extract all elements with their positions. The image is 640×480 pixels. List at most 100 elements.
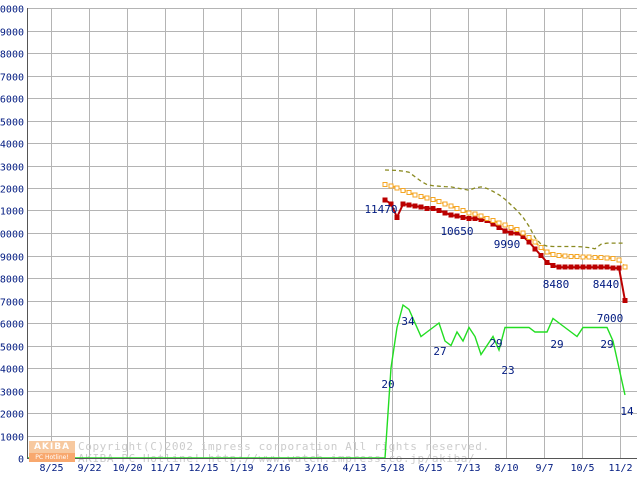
- series-marker-lowest-price: [448, 212, 454, 218]
- series-marker-average-price: [538, 245, 544, 251]
- series-marker-lowest-price: [430, 206, 436, 212]
- series-marker-lowest-price: [580, 264, 586, 270]
- grid-layer: [27, 8, 637, 458]
- y-tick-label: 15000: [0, 118, 24, 129]
- series-marker-average-price: [532, 239, 538, 245]
- series-marker-average-price: [406, 190, 412, 195]
- y-tick-label: 16000: [0, 95, 24, 106]
- series-marker-average-price: [394, 185, 400, 191]
- series-marker-average-price: [622, 264, 628, 270]
- series-marker-lowest-price: [616, 265, 622, 271]
- series-marker-lowest-price: [472, 215, 478, 221]
- series-marker-lowest-price: [424, 205, 430, 211]
- akiba-logo-subtitle: PC Hotline!: [29, 453, 75, 462]
- x-tick-label: 2/16: [266, 463, 290, 474]
- series-marker-average-price: [436, 199, 442, 204]
- y-tick-label: 9000: [0, 253, 24, 264]
- data-point-label: 23: [501, 364, 514, 377]
- series-marker-average-price: [472, 211, 478, 217]
- series-marker-average-price: [484, 215, 490, 221]
- series-marker-lowest-price: [496, 224, 502, 230]
- series-marker-average-price: [556, 253, 562, 258]
- x-tick-label: 10/5: [570, 463, 594, 474]
- series-marker-average-price: [610, 256, 616, 262]
- series-marker-average-price: [568, 253, 574, 259]
- data-point-label: 9990: [494, 238, 521, 251]
- series-marker-average-price: [466, 210, 472, 216]
- y-tick-label: 18000: [0, 50, 24, 61]
- data-point-label: 11470: [364, 203, 397, 216]
- y-tick-label: 19000: [0, 28, 24, 39]
- series-marker-average-price: [520, 230, 526, 236]
- series-marker-lowest-price: [622, 298, 628, 303]
- series-marker-average-price: [616, 257, 622, 263]
- series-marker-lowest-price: [526, 239, 532, 245]
- y-tick-label: 20000: [0, 5, 24, 16]
- series-layer: [28, 169, 628, 459]
- data-point-label: 8480: [543, 278, 570, 291]
- series-marker-lowest-price: [586, 264, 592, 270]
- series-marker-average-price: [454, 205, 460, 211]
- series-marker-average-price: [592, 254, 598, 260]
- series-marker-average-price: [580, 254, 586, 260]
- data-point-label: 29: [550, 338, 563, 351]
- series-marker-lowest-price: [406, 202, 412, 208]
- series-marker-lowest-price: [532, 246, 538, 252]
- series-marker-lowest-price: [442, 210, 448, 216]
- y-tick-label: 1000: [0, 433, 24, 444]
- x-tick-label: 8/10: [494, 463, 518, 474]
- series-marker-lowest-price: [382, 197, 388, 203]
- data-point-label: 34: [401, 315, 415, 328]
- series-marker-average-price: [496, 220, 502, 226]
- y-tick-label: 2000: [0, 410, 24, 421]
- data-point-label: 14: [620, 405, 634, 418]
- series-marker-average-price: [508, 224, 514, 230]
- series-marker-average-price: [388, 183, 394, 189]
- series-line-shop-count: [28, 303, 626, 459]
- x-tick-label: 11/2: [608, 463, 632, 474]
- y-axis-tick-labels: 0 1000 2000 3000 4000 5000 6000 7000 8000 9000 100…: [0, 5, 24, 466]
- series-marker-average-price: [598, 255, 604, 261]
- y-tick-label: 4000: [0, 365, 24, 376]
- series-marker-average-price: [412, 192, 418, 198]
- y-tick-label: 6000: [0, 320, 24, 331]
- series-marker-average-price: [526, 235, 532, 240]
- series-marker-lowest-price: [466, 215, 472, 221]
- series-line-highest-price: [384, 169, 625, 250]
- series-marker-average-price: [448, 203, 454, 209]
- x-tick-label: 9/22: [77, 463, 101, 474]
- y-tick-label: 3000: [0, 388, 24, 399]
- data-point-labels: 11470 10650 9990 8480 8440 7000 20 34 27 29 23 29 29…: [364, 203, 634, 418]
- series-marker-lowest-price: [400, 201, 406, 207]
- series-marker-lowest-price: [394, 214, 400, 220]
- watermark-layer: Copyright(C)2002 impress corporation All…: [78, 440, 489, 465]
- series-marker-lowest-price: [550, 263, 556, 269]
- series-marker-lowest-price: [502, 228, 508, 234]
- akiba-logo: AKIBA PC Hotline!: [29, 441, 75, 463]
- x-tick-label: 6/15: [418, 463, 442, 474]
- y-tick-label: 14000: [0, 140, 24, 151]
- series-marker-average-price: [442, 201, 448, 207]
- x-tick-label: 8/25: [39, 463, 63, 474]
- series-marker-average-price: [430, 197, 436, 203]
- data-point-label: 29: [489, 337, 502, 350]
- y-tick-label: 12000: [0, 185, 24, 196]
- series-marker-lowest-price: [418, 204, 424, 210]
- series-marker-lowest-price: [556, 264, 562, 270]
- data-point-label: 8440: [593, 278, 620, 291]
- series-marker-lowest-price: [598, 264, 604, 270]
- series-marker-lowest-price: [538, 253, 544, 258]
- series-marker-lowest-price: [436, 208, 442, 213]
- series-marker-lowest-price: [388, 201, 394, 207]
- series-marker-average-price: [586, 254, 592, 260]
- y-tick-label: 0: [18, 455, 24, 466]
- series-marker-average-price: [460, 208, 466, 213]
- y-tick-label: 10000: [0, 230, 24, 241]
- series-marker-lowest-price: [454, 213, 460, 219]
- data-point-label: 27: [433, 345, 446, 358]
- axis-layer: [27, 8, 637, 459]
- x-tick-label: 12/15: [188, 463, 218, 474]
- x-tick-label: 9/7: [535, 463, 553, 474]
- series-marker-lowest-price: [508, 230, 514, 236]
